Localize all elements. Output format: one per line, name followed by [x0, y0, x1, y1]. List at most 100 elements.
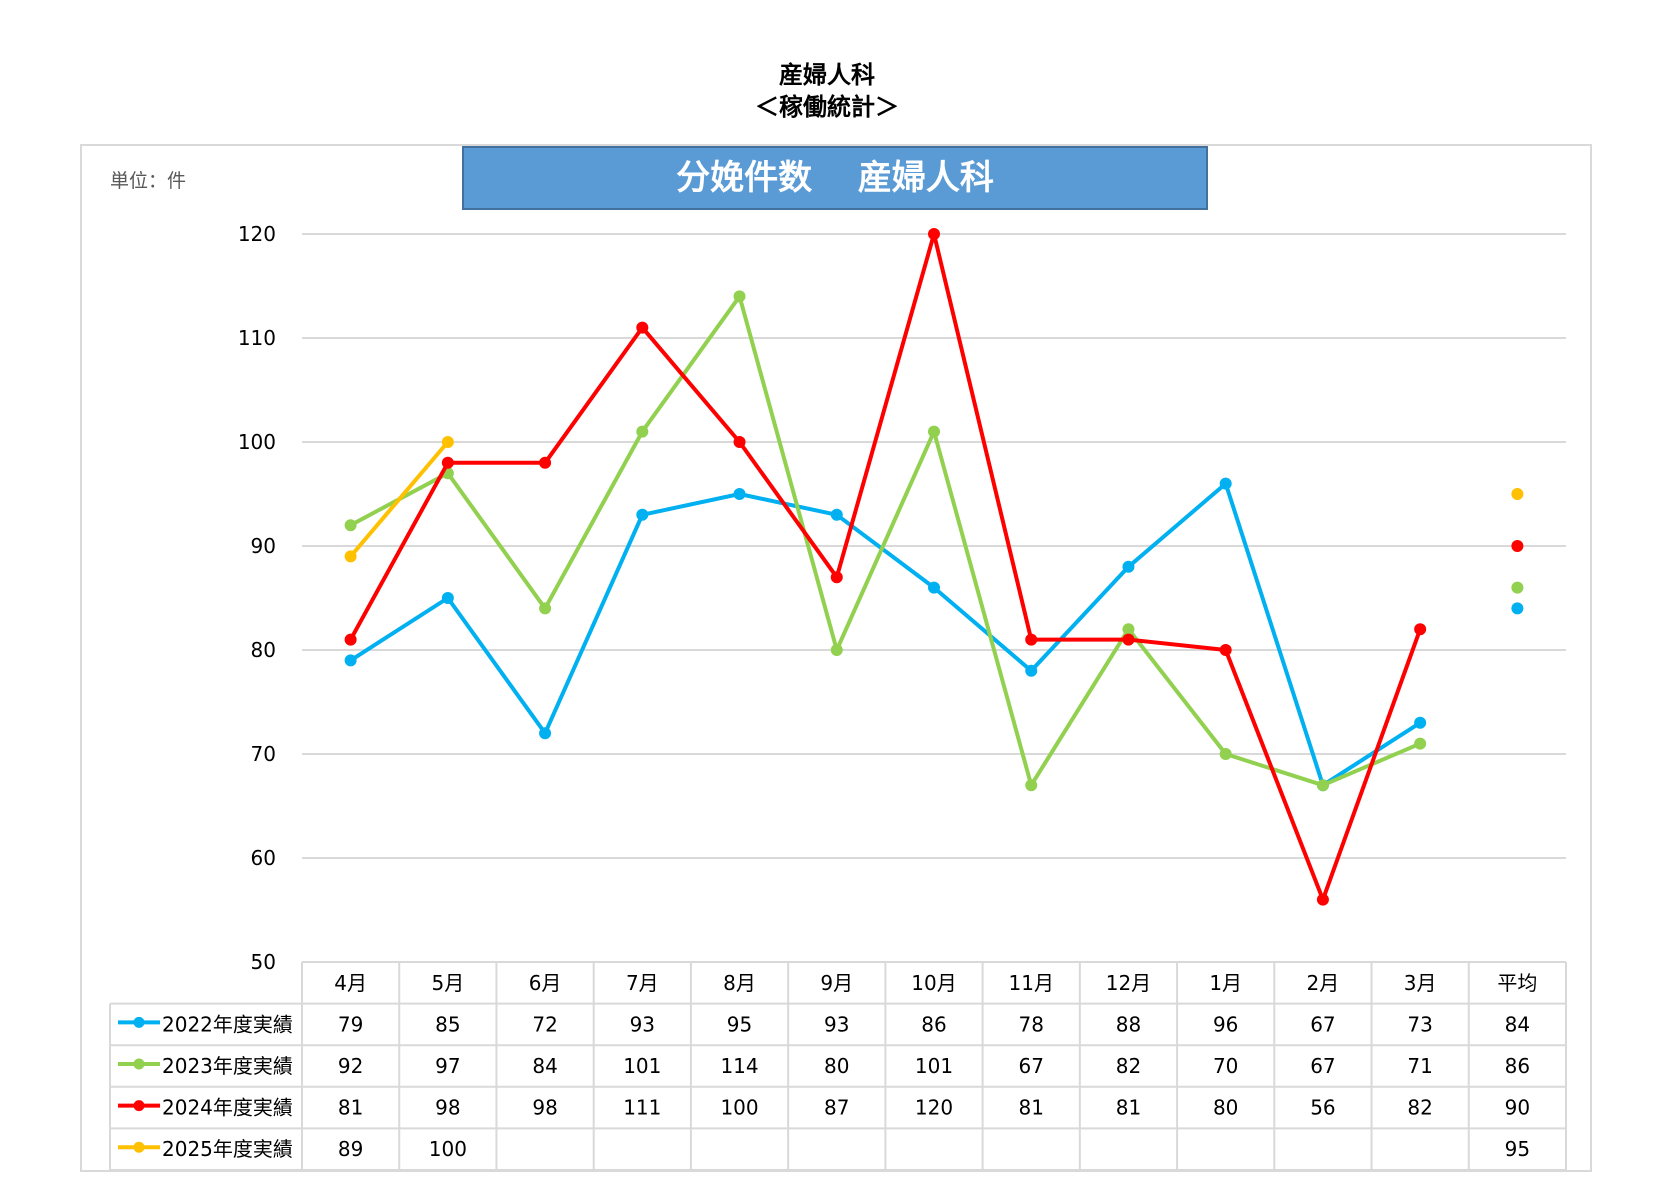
data-point: [1025, 664, 1038, 677]
data-point: [1316, 893, 1329, 906]
table-cell-value: 80: [1213, 1096, 1238, 1120]
data-point: [441, 592, 454, 604]
table-cell-average: 95: [1505, 1137, 1530, 1161]
data-point: [830, 508, 843, 521]
x-tick-label: 3月: [1404, 971, 1437, 995]
average-header: 平均: [1497, 971, 1537, 995]
table-cell-average: 90: [1505, 1096, 1530, 1120]
table-cell-average: 86: [1505, 1054, 1530, 1078]
table-cell-value: 73: [1407, 1012, 1432, 1036]
table-cell-value: 81: [338, 1096, 363, 1120]
x-tick-label: 1月: [1209, 971, 1242, 995]
data-point: [344, 654, 357, 667]
chart-title: 分娩件数 産婦人科: [462, 146, 1208, 210]
average-point: [1511, 488, 1524, 500]
x-tick-label: 12月: [1106, 971, 1151, 995]
x-tick-label: 4月: [334, 971, 367, 995]
data-point: [344, 519, 357, 532]
data-point: [1219, 477, 1232, 490]
y-tick-label: 50: [251, 950, 276, 974]
legend-label: 2025年度実績: [162, 1137, 293, 1161]
average-point: [1511, 602, 1524, 615]
data-point: [1122, 633, 1135, 646]
data-point: [1316, 779, 1329, 792]
y-tick-label: 90: [251, 534, 276, 558]
series-line: [349, 294, 1421, 788]
y-tick-label: 120: [238, 222, 276, 246]
table-cell-value: 120: [915, 1096, 953, 1120]
table-cell-value: 87: [824, 1096, 849, 1120]
average-point: [1511, 581, 1524, 594]
table-cell-value: 70: [1213, 1054, 1238, 1078]
y-tick-label: 110: [238, 326, 276, 350]
data-point: [636, 425, 649, 438]
data-point: [928, 425, 940, 438]
table-cell-value: 82: [1407, 1096, 1432, 1120]
series-2022年度実績: [344, 477, 1524, 792]
data-point: [1219, 644, 1232, 656]
table-cell-value: 95: [727, 1012, 752, 1036]
table-cell-value: 72: [532, 1012, 557, 1036]
table-cell-value: 97: [435, 1054, 460, 1078]
x-tick-label: 6月: [529, 971, 562, 995]
x-tick-label: 9月: [820, 971, 853, 995]
x-tick-label: 8月: [723, 971, 756, 995]
table-cell-value: 114: [720, 1054, 758, 1078]
data-point: [1025, 633, 1038, 646]
table-cell-value: 98: [435, 1096, 460, 1120]
table-cell-average: 84: [1505, 1012, 1530, 1036]
data-point: [1414, 716, 1427, 729]
x-tick-label: 5月: [431, 971, 464, 995]
data-point: [539, 602, 552, 615]
series-line: [349, 440, 450, 558]
y-tick-label: 100: [238, 430, 276, 454]
legend-key-marker: [133, 1141, 145, 1153]
table-cell-value: 79: [338, 1012, 363, 1036]
table-cell-value: 111: [623, 1096, 661, 1120]
data-point: [344, 550, 357, 563]
table-cell-value: 98: [532, 1096, 557, 1120]
y-tick-label: 80: [251, 638, 276, 662]
page-title-line1: 産婦人科: [779, 61, 875, 89]
table-cell-value: 92: [338, 1054, 363, 1078]
unit-label: 単位：件: [110, 170, 187, 192]
gridlines: [302, 233, 1566, 859]
legend-key-marker: [133, 1016, 145, 1028]
data-point: [539, 727, 552, 740]
y-tick-label: 70: [251, 742, 276, 766]
table-cell-value: 67: [1310, 1012, 1335, 1036]
table-cell-value: 93: [630, 1012, 655, 1036]
table-cell-value: 101: [915, 1054, 953, 1078]
y-axis-ticks: 50 60 70 80 90 100 110 120: [238, 222, 276, 974]
table-cell-value: 96: [1213, 1012, 1238, 1036]
table-cell-value: 81: [1019, 1096, 1044, 1120]
legend-key-marker: [133, 1058, 145, 1070]
data-point: [928, 228, 940, 240]
legend-label: 2022年度実績: [162, 1012, 293, 1036]
data-table: 4月 5月 6月 7月 8月 9月 10月 11月 12月 1月 2月 3月 平均 2022年度実績 79 8…: [109, 961, 1567, 1171]
data-point: [1025, 779, 1038, 792]
data-point: [539, 456, 552, 469]
table-cell-value: 78: [1019, 1012, 1044, 1036]
data-point: [733, 290, 746, 303]
table-cell-value: 71: [1407, 1054, 1432, 1078]
data-point: [636, 508, 649, 521]
data-point: [733, 436, 746, 448]
table-cell-value: 67: [1019, 1054, 1044, 1078]
data-point: [830, 571, 843, 584]
x-tick-label: 2月: [1307, 971, 1340, 995]
table-cell-value: 80: [824, 1054, 849, 1078]
legend-label: 2023年度実績: [162, 1054, 293, 1078]
data-point: [928, 581, 940, 594]
average-point: [1511, 540, 1524, 552]
data-point: [344, 633, 357, 646]
table-cell-value: 88: [1116, 1012, 1141, 1036]
page-title-line2: ＜稼働統計＞: [755, 93, 899, 121]
table-cell-value: 82: [1116, 1054, 1141, 1078]
data-point: [1219, 748, 1232, 760]
series-2024年度実績: [344, 228, 1524, 906]
data-point: [636, 321, 649, 334]
table-cell-value: 100: [429, 1137, 467, 1161]
data-point: [441, 456, 454, 469]
